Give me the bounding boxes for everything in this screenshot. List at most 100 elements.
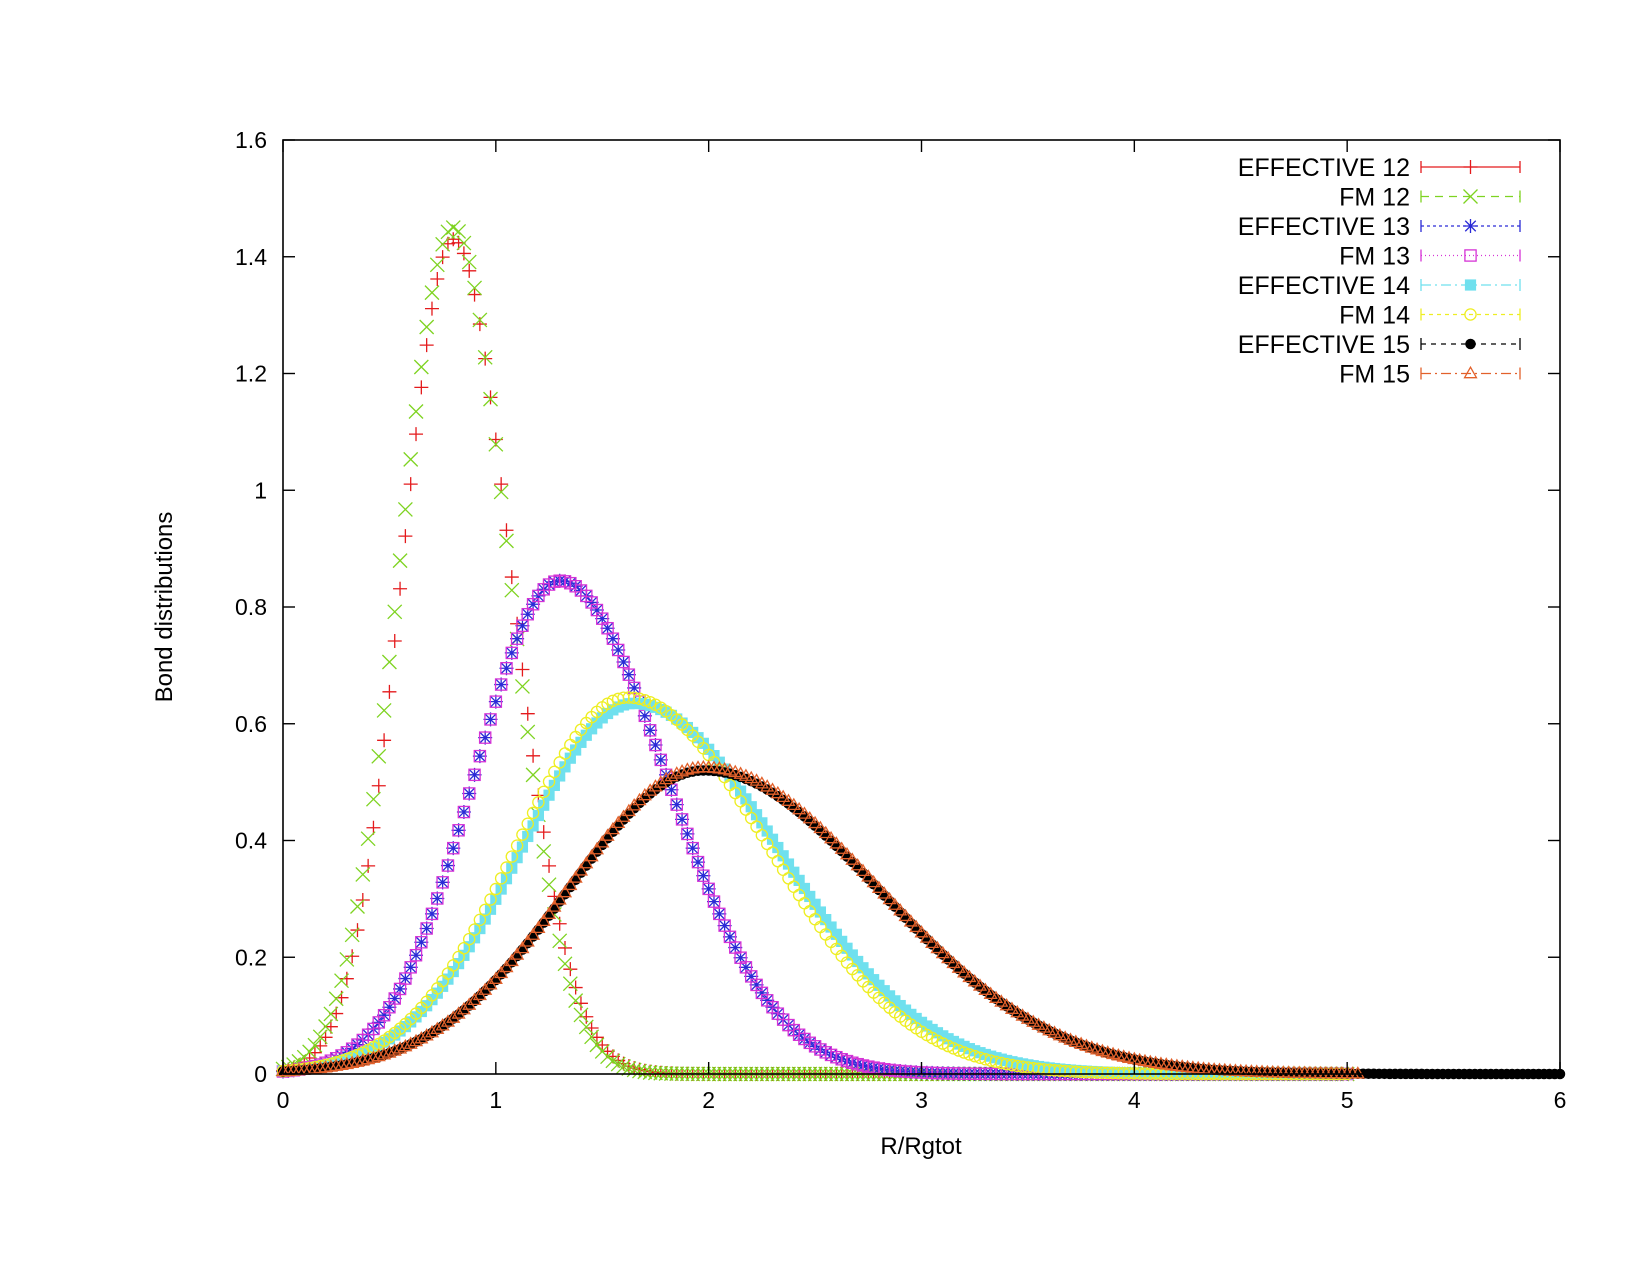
data-point <box>1010 1004 1025 1018</box>
data-point <box>499 661 514 676</box>
data-point <box>345 1055 360 1069</box>
x-tick-label: 2 <box>702 1087 715 1113</box>
data-point <box>414 935 429 950</box>
data-point <box>345 949 360 964</box>
data-point <box>456 1001 471 1015</box>
data-point <box>919 930 934 943</box>
data-point <box>371 748 387 764</box>
data-point <box>494 477 509 492</box>
data-point <box>478 903 492 917</box>
data-point <box>1047 1025 1062 1038</box>
data-point <box>467 767 482 782</box>
data-point <box>877 886 892 899</box>
data-point <box>988 990 1004 1003</box>
data-point <box>675 812 690 827</box>
data-point <box>472 312 488 328</box>
data-point <box>430 272 445 287</box>
data-point <box>766 833 779 845</box>
data-point <box>617 655 630 669</box>
data-point <box>579 1009 594 1024</box>
legend-entry: FM 12 <box>1339 184 1521 212</box>
data-point <box>328 991 344 1007</box>
data-point <box>852 955 864 968</box>
data-point <box>552 933 568 949</box>
data-point <box>510 632 524 645</box>
legend-label: EFFECTIVE 13 <box>1238 213 1410 241</box>
data-point <box>841 942 853 954</box>
data-point <box>456 235 472 251</box>
legend-entry: EFFECTIVE 13 <box>1238 213 1521 241</box>
data-point <box>435 875 450 890</box>
data-point <box>584 595 599 610</box>
data-point <box>1350 1066 1365 1079</box>
data-point <box>408 1033 424 1047</box>
data-point <box>334 973 349 989</box>
data-point <box>398 971 413 986</box>
data-point <box>483 390 498 405</box>
data-point <box>424 285 440 301</box>
data-point <box>616 654 631 669</box>
y-tick-label: 0.4 <box>235 828 267 854</box>
data-point <box>935 945 950 959</box>
data-point <box>580 729 592 741</box>
legend-marker <box>1463 365 1478 379</box>
data-point <box>403 960 418 975</box>
data-point <box>568 870 583 883</box>
data-point <box>414 380 429 395</box>
data-point <box>584 848 599 862</box>
data-point <box>499 533 514 549</box>
data-point <box>675 813 689 826</box>
data-point <box>371 1015 386 1030</box>
legend-entry: FM 15 <box>1339 361 1521 389</box>
data-point <box>382 684 397 699</box>
data-point <box>536 844 552 859</box>
data-point <box>584 1029 600 1045</box>
data-point <box>489 882 503 896</box>
data-point <box>770 785 785 799</box>
data-point <box>505 646 519 660</box>
data-point <box>686 841 699 855</box>
data-point <box>564 752 576 764</box>
data-point <box>802 810 817 824</box>
data-point <box>344 927 360 943</box>
legend-marker <box>1465 338 1476 350</box>
legend-marker <box>1463 189 1478 204</box>
data-point <box>669 766 684 779</box>
data-point <box>834 841 849 854</box>
data-point <box>999 997 1014 1011</box>
data-point <box>493 484 509 500</box>
data-point <box>611 643 625 657</box>
data-point <box>525 767 541 783</box>
x-tick-label: 4 <box>1128 1087 1141 1113</box>
data-point <box>494 678 508 691</box>
y-tick-label: 0.6 <box>235 711 267 737</box>
data-point <box>786 797 801 811</box>
data-point <box>462 786 477 801</box>
data-point <box>371 1048 386 1062</box>
data-point <box>557 956 573 972</box>
data-point <box>586 723 598 735</box>
data-point <box>750 809 763 821</box>
data-point <box>706 894 721 909</box>
data-point <box>809 898 821 910</box>
data-point <box>541 877 557 893</box>
data-point <box>600 828 615 841</box>
data-point <box>488 694 503 709</box>
data-point <box>557 884 573 898</box>
data-point <box>839 846 855 860</box>
data-point <box>430 1021 445 1035</box>
data-point <box>483 712 498 727</box>
legend-entry: EFFECTIVE 14 <box>1238 272 1521 300</box>
data-point <box>504 953 519 967</box>
data-point <box>760 993 775 1008</box>
data-point <box>526 927 541 940</box>
data-point <box>451 224 467 239</box>
data-point <box>419 1028 434 1041</box>
data-point <box>339 951 355 967</box>
data-point <box>387 1043 402 1056</box>
data-point <box>526 597 541 612</box>
data-point <box>435 250 450 265</box>
data-point <box>542 775 556 788</box>
data-point <box>431 892 444 905</box>
data-point <box>457 805 471 819</box>
